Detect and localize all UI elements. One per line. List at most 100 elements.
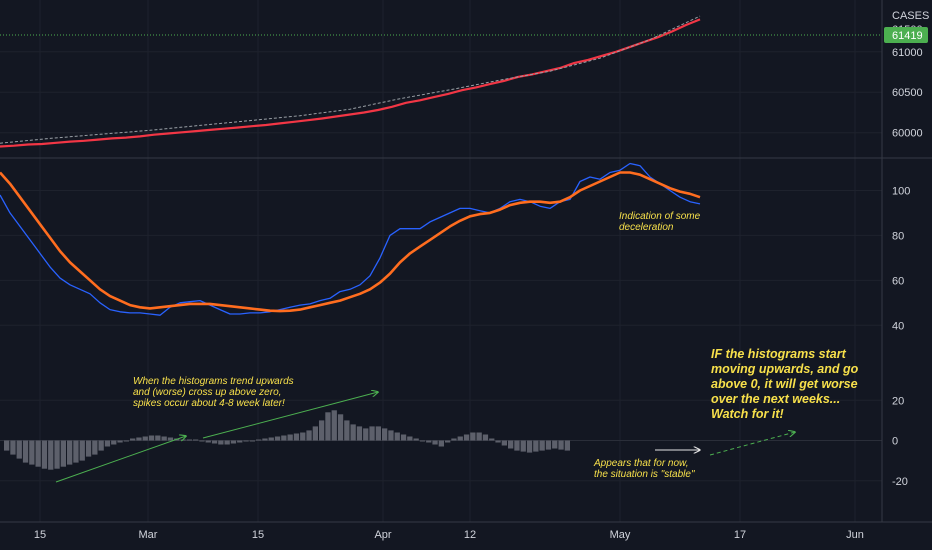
histogram-bar[interactable] [300, 432, 306, 441]
histogram-bar[interactable] [545, 440, 552, 450]
histogram-bar[interactable] [148, 435, 155, 441]
histogram-bar[interactable] [123, 440, 129, 442]
trend-arrow-2[interactable] [202, 392, 378, 439]
histogram-bar[interactable] [426, 440, 432, 443]
histogram-bar[interactable] [331, 410, 337, 441]
histogram-bar[interactable] [438, 440, 444, 447]
histogram-bar[interactable] [482, 434, 489, 441]
histogram-bar[interactable] [199, 440, 205, 442]
histogram-bar[interactable] [104, 440, 111, 447]
histogram-bar[interactable] [262, 438, 268, 441]
histogram-bar[interactable] [85, 440, 92, 457]
histogram-bar[interactable] [445, 440, 451, 443]
histogram-bar[interactable] [16, 440, 22, 459]
price-envelope-line[interactable] [0, 15, 701, 144]
histogram-bar[interactable] [539, 440, 545, 451]
histogram-bar[interactable] [67, 440, 73, 465]
trend-arrow-1[interactable] [55, 436, 186, 483]
histogram-bar[interactable] [237, 440, 243, 443]
histogram-bar[interactable] [344, 420, 350, 441]
histogram-bar[interactable] [470, 432, 476, 441]
histogram-bar[interactable] [413, 438, 419, 441]
histogram-bar[interactable] [167, 437, 174, 441]
histogram-bar[interactable] [287, 434, 293, 441]
histogram-bar[interactable] [73, 440, 79, 463]
histogram-bar[interactable] [111, 440, 117, 445]
histogram-bar[interactable] [558, 440, 564, 450]
warning-note-line: IF the histograms start [711, 347, 847, 361]
histogram-bar[interactable] [161, 436, 167, 441]
histogram-bar[interactable] [54, 440, 60, 469]
histogram-bar[interactable] [432, 440, 438, 445]
histogram-bar[interactable] [363, 428, 369, 441]
histogram-bar[interactable] [41, 440, 48, 469]
histogram-bar[interactable] [526, 440, 533, 453]
stable-note-line: the situation is "stable" [594, 469, 695, 480]
histogram-bar[interactable] [218, 440, 224, 445]
histogram-bar[interactable] [312, 426, 318, 441]
oscillator-slow-line[interactable] [0, 171, 701, 313]
histogram-bar[interactable] [419, 440, 426, 442]
histogram-bar[interactable] [350, 424, 356, 441]
histogram-bar[interactable] [230, 440, 237, 444]
histogram-bar[interactable] [22, 440, 29, 463]
price-line[interactable] [0, 18, 701, 148]
histogram-bar[interactable] [495, 440, 501, 443]
histogram-bar[interactable] [281, 435, 287, 441]
projection-arrow[interactable] [709, 432, 795, 456]
histogram-bar[interactable] [29, 440, 35, 465]
histogram-bar[interactable] [375, 426, 381, 441]
histogram-bar[interactable] [407, 436, 413, 441]
histogram-bar[interactable] [533, 440, 539, 452]
histogram-bar[interactable] [356, 426, 363, 441]
histogram-bar[interactable] [130, 438, 136, 441]
histogram-bar[interactable] [155, 435, 161, 441]
histogram-bar[interactable] [489, 438, 495, 441]
histogram-bar[interactable] [382, 428, 388, 441]
histogram-bar[interactable] [564, 440, 570, 451]
histogram-bar[interactable] [193, 439, 199, 441]
histogram-bar[interactable] [48, 440, 54, 470]
histogram-bar[interactable] [186, 439, 192, 441]
histogram-bar[interactable] [249, 440, 255, 442]
histogram-bar[interactable] [319, 420, 325, 441]
histogram-bar[interactable] [369, 426, 375, 441]
histogram-bar[interactable] [325, 412, 331, 441]
histogram-bar[interactable] [400, 434, 407, 441]
histogram-bar[interactable] [136, 437, 142, 441]
histogram-bar[interactable] [60, 440, 66, 467]
histogram-bar[interactable] [388, 430, 394, 441]
histogram-bar[interactable] [457, 436, 463, 441]
histogram-bar[interactable] [98, 440, 104, 451]
histogram-bar[interactable] [552, 440, 558, 449]
oscillator-fast-line[interactable] [0, 162, 701, 316]
histogram-bar[interactable] [224, 440, 230, 445]
histogram-bar[interactable] [243, 440, 249, 442]
histogram-bar[interactable] [274, 436, 281, 441]
histogram-bar[interactable] [142, 436, 148, 441]
histogram-bar[interactable] [293, 433, 300, 441]
histogram-bar[interactable] [35, 440, 41, 467]
histogram-bar[interactable] [10, 440, 16, 455]
histogram-bar[interactable] [463, 434, 470, 441]
histogram-bar[interactable] [211, 440, 218, 444]
histogram-bar[interactable] [117, 440, 123, 443]
histogram-bar[interactable] [205, 440, 211, 443]
hist-note-line: and (worse) cross up above zero, [133, 387, 281, 398]
histogram-bar[interactable] [508, 440, 514, 449]
histogram-bar[interactable] [520, 440, 526, 452]
histogram-bar[interactable] [306, 430, 312, 441]
histogram-bar[interactable] [256, 439, 262, 441]
histogram-bar[interactable] [451, 438, 457, 441]
histogram-bar[interactable] [268, 437, 274, 441]
histogram-bar[interactable] [92, 440, 98, 455]
histogram-bar[interactable] [514, 440, 520, 451]
histogram-bar[interactable] [79, 440, 85, 461]
histogram-bar[interactable] [4, 440, 10, 451]
histogram-bar[interactable] [180, 439, 186, 441]
histogram-bar[interactable] [337, 414, 344, 441]
histogram-bar[interactable] [476, 432, 482, 441]
histogram-bar[interactable] [501, 440, 507, 446]
histogram-bar[interactable] [394, 432, 400, 441]
